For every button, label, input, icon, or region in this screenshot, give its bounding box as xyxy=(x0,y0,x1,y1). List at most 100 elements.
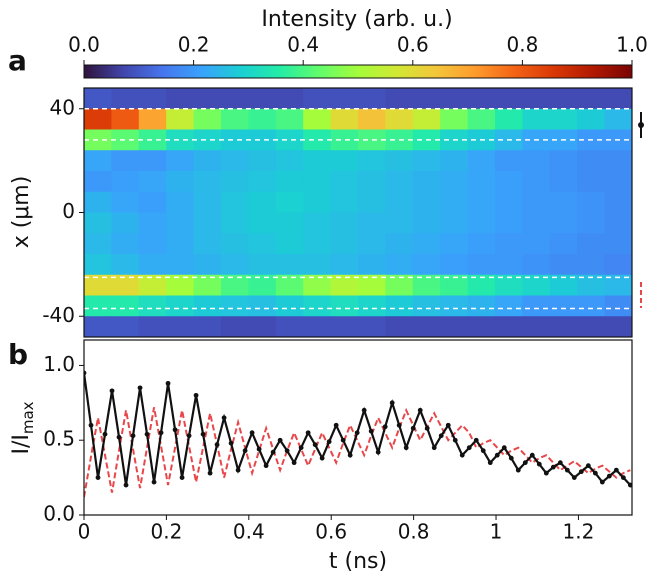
heatmap-cell xyxy=(303,233,332,255)
series-point xyxy=(347,452,353,458)
heatmap-cell xyxy=(604,274,633,296)
heatmap-cell xyxy=(358,254,386,276)
series-point xyxy=(144,431,150,437)
heatmap-cell xyxy=(604,316,633,338)
heatmap-cell xyxy=(248,191,277,213)
heatmap-cell xyxy=(440,88,469,110)
series-point xyxy=(249,430,255,436)
series-point xyxy=(228,440,234,446)
series-point xyxy=(116,434,122,440)
series-point xyxy=(501,445,507,451)
heatmap-cell xyxy=(193,295,222,317)
series-point xyxy=(599,479,605,485)
series-point xyxy=(305,430,311,436)
heatmap-cell xyxy=(303,171,332,193)
heatmap-cell xyxy=(604,191,633,213)
series-point xyxy=(578,469,584,475)
heatmap-cell xyxy=(330,254,359,276)
heatmap-cell xyxy=(111,233,140,255)
series-point xyxy=(130,433,136,439)
series-point xyxy=(95,475,101,481)
heatmap-cell xyxy=(193,212,222,234)
colorbar xyxy=(83,64,633,79)
series-point xyxy=(368,428,374,434)
heatmap-cell xyxy=(358,150,386,172)
heatmap-cell xyxy=(385,274,414,296)
heatmap-cell xyxy=(577,108,606,130)
heatmap-cell xyxy=(138,274,167,296)
heatmap-cell xyxy=(358,274,386,296)
heatmap-cell xyxy=(358,88,386,110)
heatmap-cell xyxy=(604,295,633,317)
series-point xyxy=(235,467,241,473)
series-point xyxy=(312,442,318,448)
panel-label: b xyxy=(8,338,28,371)
series-point xyxy=(137,385,143,391)
heatmap-cell xyxy=(111,108,140,130)
heatmap-cell xyxy=(385,171,414,193)
heatmap-cell xyxy=(275,233,304,255)
x-tick-label: 0.8 xyxy=(398,520,430,544)
y-axis-label-sub: max xyxy=(19,401,37,434)
heatmap-cell xyxy=(549,254,578,276)
heatmap-cell xyxy=(495,191,523,213)
heatmap-cell xyxy=(248,254,277,276)
series-point xyxy=(172,427,178,433)
heatmap-cell xyxy=(358,171,386,193)
heatmap-cell xyxy=(84,254,112,276)
heatmap-cell xyxy=(330,129,359,151)
heatmap-cell xyxy=(358,129,386,151)
heatmap-cell xyxy=(495,316,523,338)
heatmap-cell xyxy=(303,191,332,213)
series-point xyxy=(627,482,632,488)
y-axis-label-main: I/I xyxy=(9,434,34,454)
heatmap-cell xyxy=(138,108,167,130)
heatmap-cell xyxy=(440,212,469,234)
heatmap-cell xyxy=(166,233,195,255)
heatmap-cell xyxy=(604,150,633,172)
heatmap-cell xyxy=(440,295,469,317)
heatmap-cell xyxy=(467,171,496,193)
colorbar-tick-label: 0.4 xyxy=(287,33,319,57)
heatmap-cell xyxy=(440,171,469,193)
heatmap-cell xyxy=(549,316,578,338)
heatmap-cell xyxy=(84,191,112,213)
heatmap-cell xyxy=(412,316,441,338)
heatmap-cell xyxy=(166,316,195,338)
series-point xyxy=(158,430,164,436)
heatmap-cell xyxy=(522,233,551,255)
heatmap-cell xyxy=(412,88,441,110)
colorbar-tick-label: 0.6 xyxy=(397,33,429,57)
series-point xyxy=(123,482,129,488)
heatmap-cell xyxy=(84,274,112,296)
heatmap-cell xyxy=(166,171,195,193)
heatmap-cell xyxy=(495,254,523,276)
heatmap-cell xyxy=(358,212,386,234)
heatmap-cell xyxy=(221,88,249,110)
series-point xyxy=(354,430,360,436)
series-point xyxy=(522,460,528,466)
heatmap-cell xyxy=(221,295,249,317)
heatmap-cell xyxy=(138,254,167,276)
heatmap-cell xyxy=(138,233,167,255)
series-point xyxy=(571,475,577,481)
heatmap-cell xyxy=(221,274,249,296)
heatmap-cell xyxy=(275,295,304,317)
heatmap-cell xyxy=(303,88,332,110)
heatmap-cell xyxy=(549,108,578,130)
heatmap-cell xyxy=(275,129,304,151)
heatmap-cell xyxy=(412,254,441,276)
heatmap-cell xyxy=(467,108,496,130)
heatmap-cell xyxy=(303,108,332,130)
heatmap-cell xyxy=(111,191,140,213)
series-point xyxy=(473,437,479,443)
heatmap-cell xyxy=(138,88,167,110)
heatmap-cell xyxy=(84,212,112,234)
heatmap-cell xyxy=(275,254,304,276)
heatmap-cell xyxy=(84,88,112,110)
heatmap-cell xyxy=(111,150,140,172)
series-point xyxy=(270,449,276,455)
heatmap-cell xyxy=(467,233,496,255)
heatmap-cell xyxy=(248,171,277,193)
